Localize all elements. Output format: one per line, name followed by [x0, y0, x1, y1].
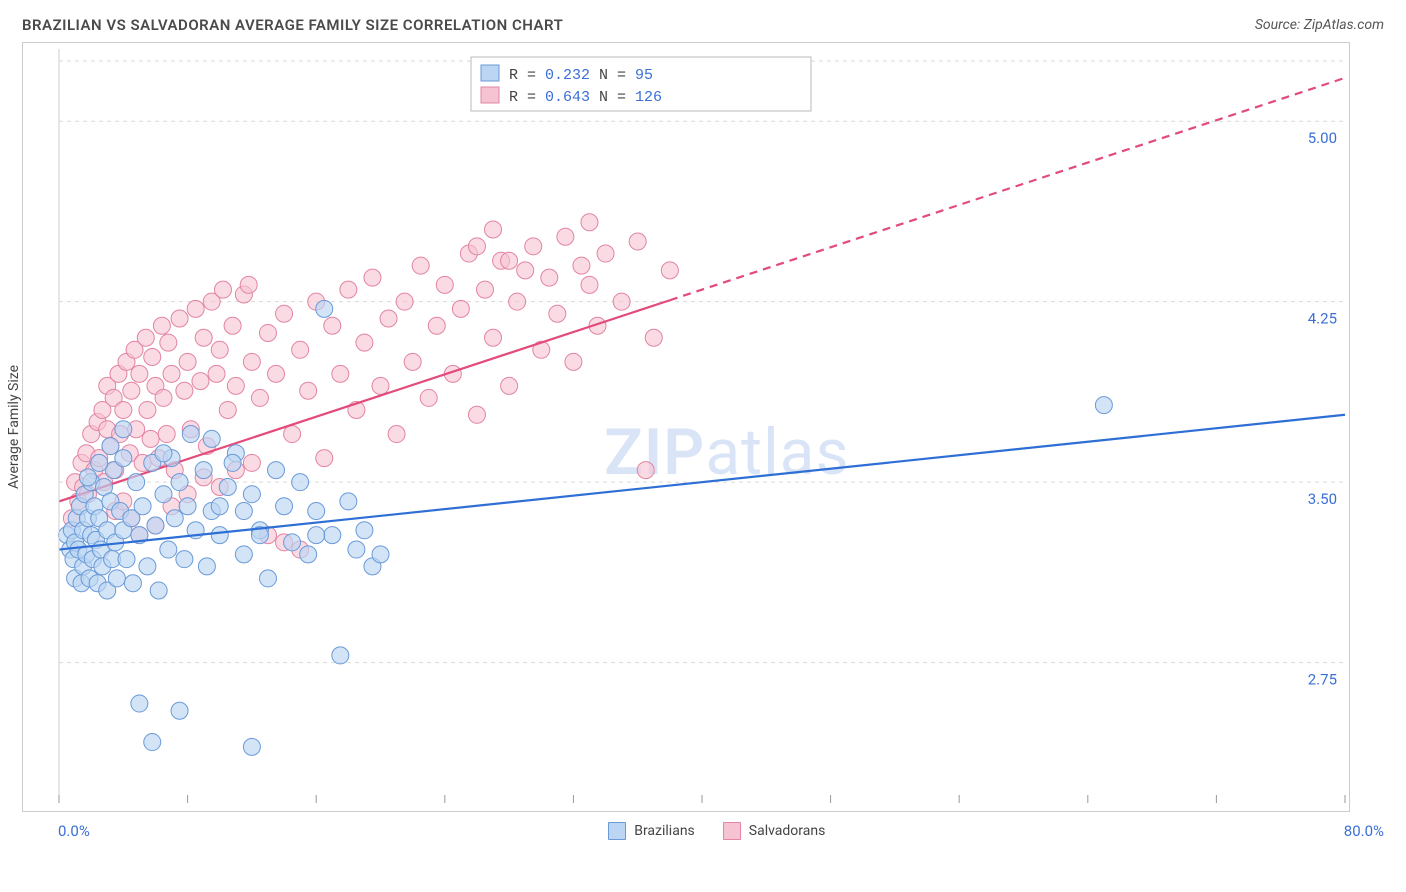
legend-brazilians: Brazilians — [608, 822, 695, 840]
y-axis-label: Average Family Size — [6, 365, 22, 489]
legend-swatch-brazilians — [608, 822, 626, 840]
svg-text:R = 0.232 N = 95: R = 0.232 N = 95 — [509, 67, 653, 84]
legend-swatch-salvadorans — [723, 822, 741, 840]
legend-label-salvadorans: Salvadorans — [749, 823, 826, 839]
x-axis-min: 0.0% — [58, 822, 90, 840]
chart-container: Average Family Size 2.753.504.255.00ZIPa… — [22, 42, 1384, 812]
x-axis-max: 80.0% — [1344, 822, 1384, 840]
scatter-chart: 2.753.504.255.00ZIPatlasR = 0.232 N = 95… — [22, 42, 1350, 812]
source-label: Source: ZipAtlas.com — [1255, 17, 1384, 33]
legend-salvadorans: Salvadorans — [723, 822, 826, 840]
svg-text:5.00: 5.00 — [1308, 129, 1337, 147]
bottom-legend: Brazilians Salvadorans — [608, 822, 825, 840]
svg-text:R = 0.643 N = 126: R = 0.643 N = 126 — [509, 89, 662, 106]
svg-text:4.25: 4.25 — [1308, 310, 1337, 328]
legend-label-brazilians: Brazilians — [634, 823, 695, 839]
svg-text:2.75: 2.75 — [1308, 671, 1337, 689]
svg-text:3.50: 3.50 — [1308, 490, 1337, 508]
chart-title: BRAZILIAN VS SALVADORAN AVERAGE FAMILY S… — [22, 16, 563, 34]
